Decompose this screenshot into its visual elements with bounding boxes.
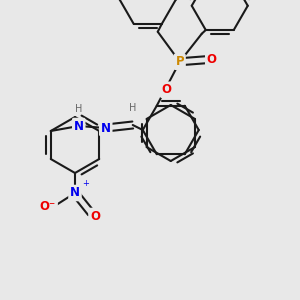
Text: H: H: [129, 103, 136, 113]
Text: N: N: [74, 119, 84, 133]
Text: O⁻: O⁻: [40, 200, 56, 214]
Text: H: H: [75, 104, 82, 114]
Text: N: N: [70, 187, 80, 200]
Text: O: O: [162, 83, 172, 96]
Text: O: O: [207, 53, 217, 66]
Text: O: O: [90, 209, 100, 223]
Text: +: +: [82, 179, 89, 188]
Text: N: N: [101, 122, 111, 134]
Text: P: P: [176, 55, 184, 68]
